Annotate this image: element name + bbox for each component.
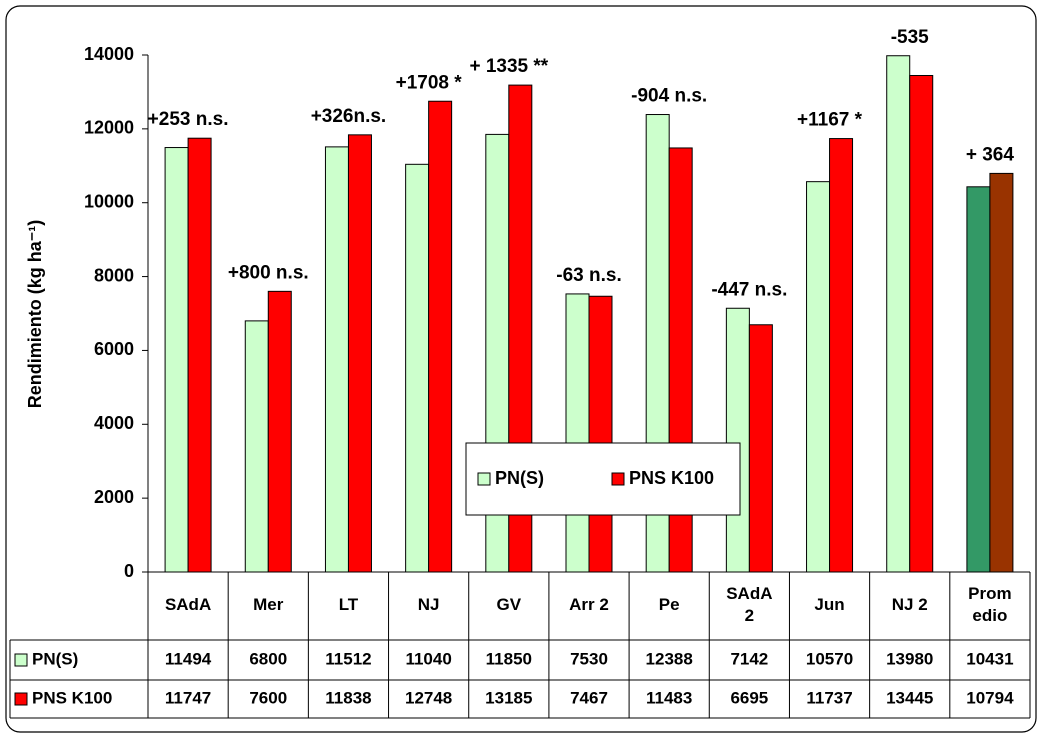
bar [806,181,831,573]
annotation: +800 n.s. [228,262,309,283]
x-tick-label: Pe [659,595,680,614]
table-value: 11040 [405,649,451,668]
row-label: PNS K100 [32,688,112,707]
x-tick-label: SAdA [165,595,211,614]
bar [347,134,372,573]
x-tick-label: SAdA 2 [726,584,772,625]
table-value: 7600 [249,688,287,707]
y-axis-label: Rendimiento (kg ha⁻¹) [25,220,45,409]
table-value: 11737 [806,688,852,707]
annotation: -904 n.s. [631,86,707,107]
table-value: 13445 [886,688,933,707]
bar [886,55,911,573]
bar [187,137,212,573]
bar [909,74,934,573]
y-tick-label: 14000 [84,44,134,64]
table-value: 11838 [325,688,371,707]
table-value: 13980 [886,649,933,668]
table-value: 10794 [966,688,1014,707]
x-tick-label: Mer [253,595,284,614]
bar [244,320,269,573]
y-tick-label: 8000 [94,265,134,285]
x-tick-label: Prom edio [968,584,1011,625]
table-value: 10431 [966,649,1013,668]
bar [565,293,590,573]
bar [164,147,189,573]
legend-label: PNS K100 [629,468,714,488]
table-value: 7142 [730,649,768,668]
y-tick-label: 10000 [84,191,134,211]
legend-key [14,692,28,706]
bar [428,100,453,573]
legend-label: PN(S) [495,468,544,488]
y-tick-label: 12000 [84,118,134,138]
bar [267,290,292,573]
table-value: 6695 [730,688,768,707]
bar [966,186,991,573]
table-value: 13185 [485,688,532,707]
x-tick-label: Arr 2 [569,595,609,614]
x-tick-label: LT [339,595,359,614]
legend-box [465,442,741,516]
x-tick-label: NJ 2 [892,595,928,614]
bar [324,146,349,573]
table-value: 12388 [646,649,693,668]
table-value: 7467 [570,688,608,707]
y-tick-label: 4000 [94,413,134,433]
table-value: 7530 [570,649,608,668]
x-tick-label: GV [497,595,522,614]
x-tick-label: NJ [418,595,440,614]
bar [405,163,430,573]
y-tick-label: 0 [124,561,134,581]
y-tick-label: 2000 [94,487,134,507]
table-value: 12748 [405,688,452,707]
bar [829,138,854,573]
legend-key [477,472,491,486]
table-value: 11483 [646,688,692,707]
annotation: -535 [891,27,929,48]
legend-key [14,653,28,667]
annotation: +253 n.s. [148,109,229,130]
annotation: + 364 [966,144,1015,165]
table-value: 11512 [325,649,371,668]
row-label: PN(S) [32,649,78,668]
bar [725,307,750,573]
y-tick-label: 6000 [94,339,134,359]
table-value: 11747 [165,688,211,707]
x-tick-label: Jun [814,595,844,614]
legend-key [611,472,625,486]
annotation: -63 n.s. [556,265,621,286]
table-value: 11494 [165,649,212,668]
annotation: + 1335 ** [469,56,548,77]
annotation: +1708 * [396,72,463,93]
annotation: +1167 * [797,110,863,131]
bar [588,295,613,573]
table-value: 6800 [249,649,287,668]
bar [989,172,1014,573]
annotation: -447 n.s. [711,279,787,300]
table-value: 10570 [806,649,853,668]
annotation: +326n.s. [311,106,387,127]
bar [748,324,773,573]
table-value: 11850 [486,649,532,668]
